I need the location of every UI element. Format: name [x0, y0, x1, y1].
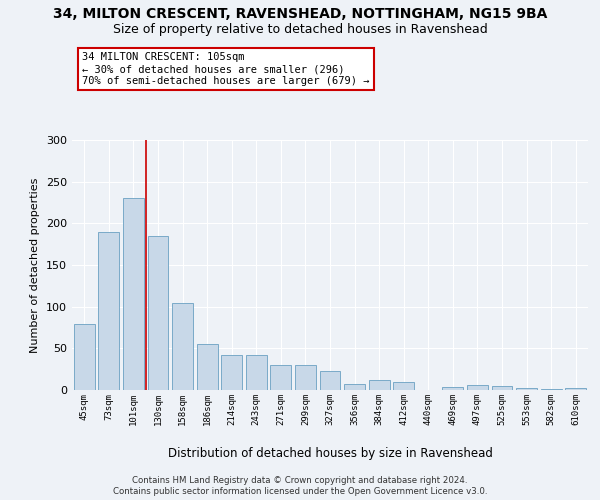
- Bar: [442, 386, 463, 390]
- Bar: [516, 388, 537, 390]
- Bar: [368, 380, 389, 390]
- Bar: [197, 344, 218, 390]
- Bar: [271, 365, 292, 390]
- Bar: [221, 355, 242, 390]
- Bar: [565, 388, 586, 390]
- Bar: [74, 324, 95, 390]
- Bar: [344, 384, 365, 390]
- Bar: [148, 236, 169, 390]
- Text: Contains public sector information licensed under the Open Government Licence v3: Contains public sector information licen…: [113, 487, 487, 496]
- Y-axis label: Number of detached properties: Number of detached properties: [31, 178, 40, 352]
- Text: Size of property relative to detached houses in Ravenshead: Size of property relative to detached ho…: [113, 22, 487, 36]
- Bar: [246, 355, 267, 390]
- Bar: [295, 365, 316, 390]
- Text: 34, MILTON CRESCENT, RAVENSHEAD, NOTTINGHAM, NG15 9BA: 34, MILTON CRESCENT, RAVENSHEAD, NOTTING…: [53, 8, 547, 22]
- Bar: [320, 371, 340, 390]
- Text: 34 MILTON CRESCENT: 105sqm
← 30% of detached houses are smaller (296)
70% of sem: 34 MILTON CRESCENT: 105sqm ← 30% of deta…: [82, 52, 370, 86]
- Text: Distribution of detached houses by size in Ravenshead: Distribution of detached houses by size …: [167, 448, 493, 460]
- Bar: [491, 386, 512, 390]
- Bar: [172, 302, 193, 390]
- Bar: [98, 232, 119, 390]
- Bar: [393, 382, 414, 390]
- Text: Contains HM Land Registry data © Crown copyright and database right 2024.: Contains HM Land Registry data © Crown c…: [132, 476, 468, 485]
- Bar: [467, 385, 488, 390]
- Bar: [541, 389, 562, 390]
- Bar: [123, 198, 144, 390]
